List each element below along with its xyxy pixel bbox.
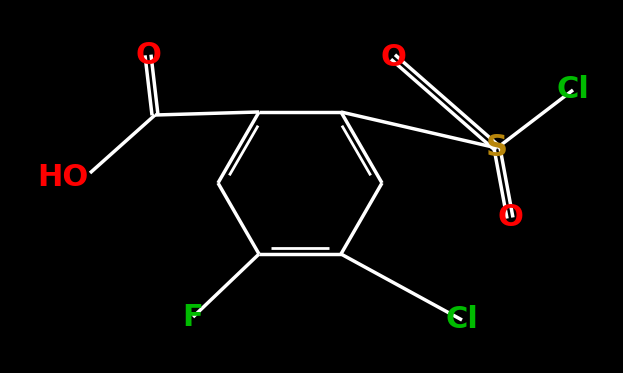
Text: O: O xyxy=(497,204,523,232)
Text: HO: HO xyxy=(37,163,88,192)
Text: F: F xyxy=(183,303,203,332)
Text: S: S xyxy=(486,134,508,163)
Text: Cl: Cl xyxy=(556,75,589,104)
Text: O: O xyxy=(380,43,406,72)
Text: O: O xyxy=(135,41,161,69)
Text: Cl: Cl xyxy=(445,305,478,335)
